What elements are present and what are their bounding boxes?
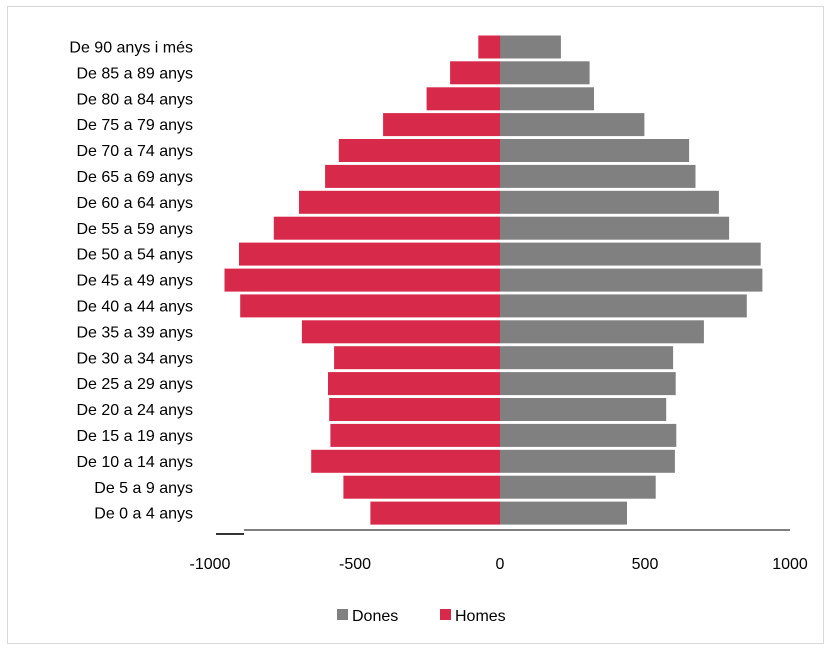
- bar-homes: [273, 216, 500, 240]
- category-label: De 45 a 49 anys: [76, 273, 193, 290]
- x-tick-labels-group: -1000 -500 0 500 1000: [190, 556, 808, 573]
- category-label: De 75 a 79 anys: [76, 117, 193, 134]
- category-label: De 0 a 4 anys: [94, 506, 193, 523]
- category-label: De 65 a 69 anys: [76, 169, 193, 186]
- bar-homes: [240, 294, 500, 318]
- bar-dones: [500, 164, 696, 188]
- category-label: De 15 a 19 anys: [76, 428, 193, 445]
- x-tick-label: 0: [496, 556, 505, 573]
- legend-label-homes: Homes: [455, 608, 506, 625]
- bar-homes: [334, 346, 500, 370]
- bars-group: [224, 35, 763, 525]
- x-tick-label: -1000: [190, 556, 231, 573]
- bar-homes: [338, 139, 500, 162]
- bar-dones: [500, 449, 675, 473]
- bar-dones: [500, 423, 677, 447]
- bar-dones: [500, 113, 645, 137]
- category-label: De 85 a 89 anys: [76, 65, 193, 82]
- bar-dones: [500, 320, 704, 344]
- category-label: De 50 a 54 anys: [76, 247, 193, 264]
- x-tick-label: 1000: [772, 556, 808, 573]
- bar-dones: [500, 190, 719, 214]
- bar-dones: [500, 475, 656, 499]
- bar-homes: [299, 190, 500, 214]
- bar-dones: [500, 398, 667, 421]
- bar-homes: [383, 113, 500, 137]
- bar-homes: [343, 475, 500, 499]
- category-label: De 25 a 29 anys: [76, 376, 193, 393]
- bar-homes: [330, 423, 500, 447]
- category-labels-group: De 0 a 4 anys De 5 a 9 anys De 10 a 14 any…: [69, 39, 193, 522]
- bar-dones: [500, 61, 590, 85]
- legend-label-dones: Dones: [352, 608, 398, 625]
- bar-dones: [500, 87, 594, 111]
- bar-dones: [500, 294, 747, 318]
- bar-homes: [478, 35, 501, 59]
- bar-homes: [224, 268, 500, 292]
- category-label: De 5 a 9 anys: [94, 480, 193, 497]
- bar-dones: [500, 346, 674, 370]
- category-label: De 30 a 34 anys: [76, 350, 193, 367]
- bar-homes: [450, 61, 500, 85]
- bar-dones: [500, 139, 690, 162]
- bar-homes: [239, 242, 500, 266]
- bar-dones: [500, 372, 676, 396]
- bar-dones: [500, 35, 561, 59]
- legend-swatch-homes: [440, 609, 451, 620]
- bar-homes: [426, 87, 500, 111]
- legend: Dones Homes: [337, 608, 506, 625]
- bar-homes: [325, 164, 500, 188]
- category-label: De 70 a 74 anys: [76, 143, 193, 160]
- x-tick-label: -500: [339, 556, 371, 573]
- bar-homes: [311, 449, 500, 473]
- category-label: De 35 a 39 anys: [76, 324, 193, 341]
- bar-dones: [500, 268, 763, 292]
- x-tick-label: 500: [632, 556, 659, 573]
- bar-homes: [328, 372, 500, 396]
- category-label: De 80 a 84 anys: [76, 91, 193, 108]
- bar-homes: [370, 501, 500, 525]
- category-label: De 55 a 59 anys: [76, 221, 193, 238]
- category-label: De 40 a 44 anys: [76, 298, 193, 315]
- x-axis: [216, 529, 790, 535]
- bar-dones: [500, 216, 730, 240]
- category-label: De 20 a 24 anys: [76, 402, 193, 419]
- bar-dones: [500, 242, 761, 266]
- category-label: De 10 a 14 anys: [76, 454, 193, 471]
- category-label: De 60 a 64 anys: [76, 195, 193, 212]
- legend-swatch-dones: [337, 609, 348, 620]
- bar-homes: [329, 398, 500, 421]
- bar-dones: [500, 501, 627, 525]
- category-label: De 90 anys i més: [69, 39, 193, 56]
- bar-homes: [301, 320, 500, 344]
